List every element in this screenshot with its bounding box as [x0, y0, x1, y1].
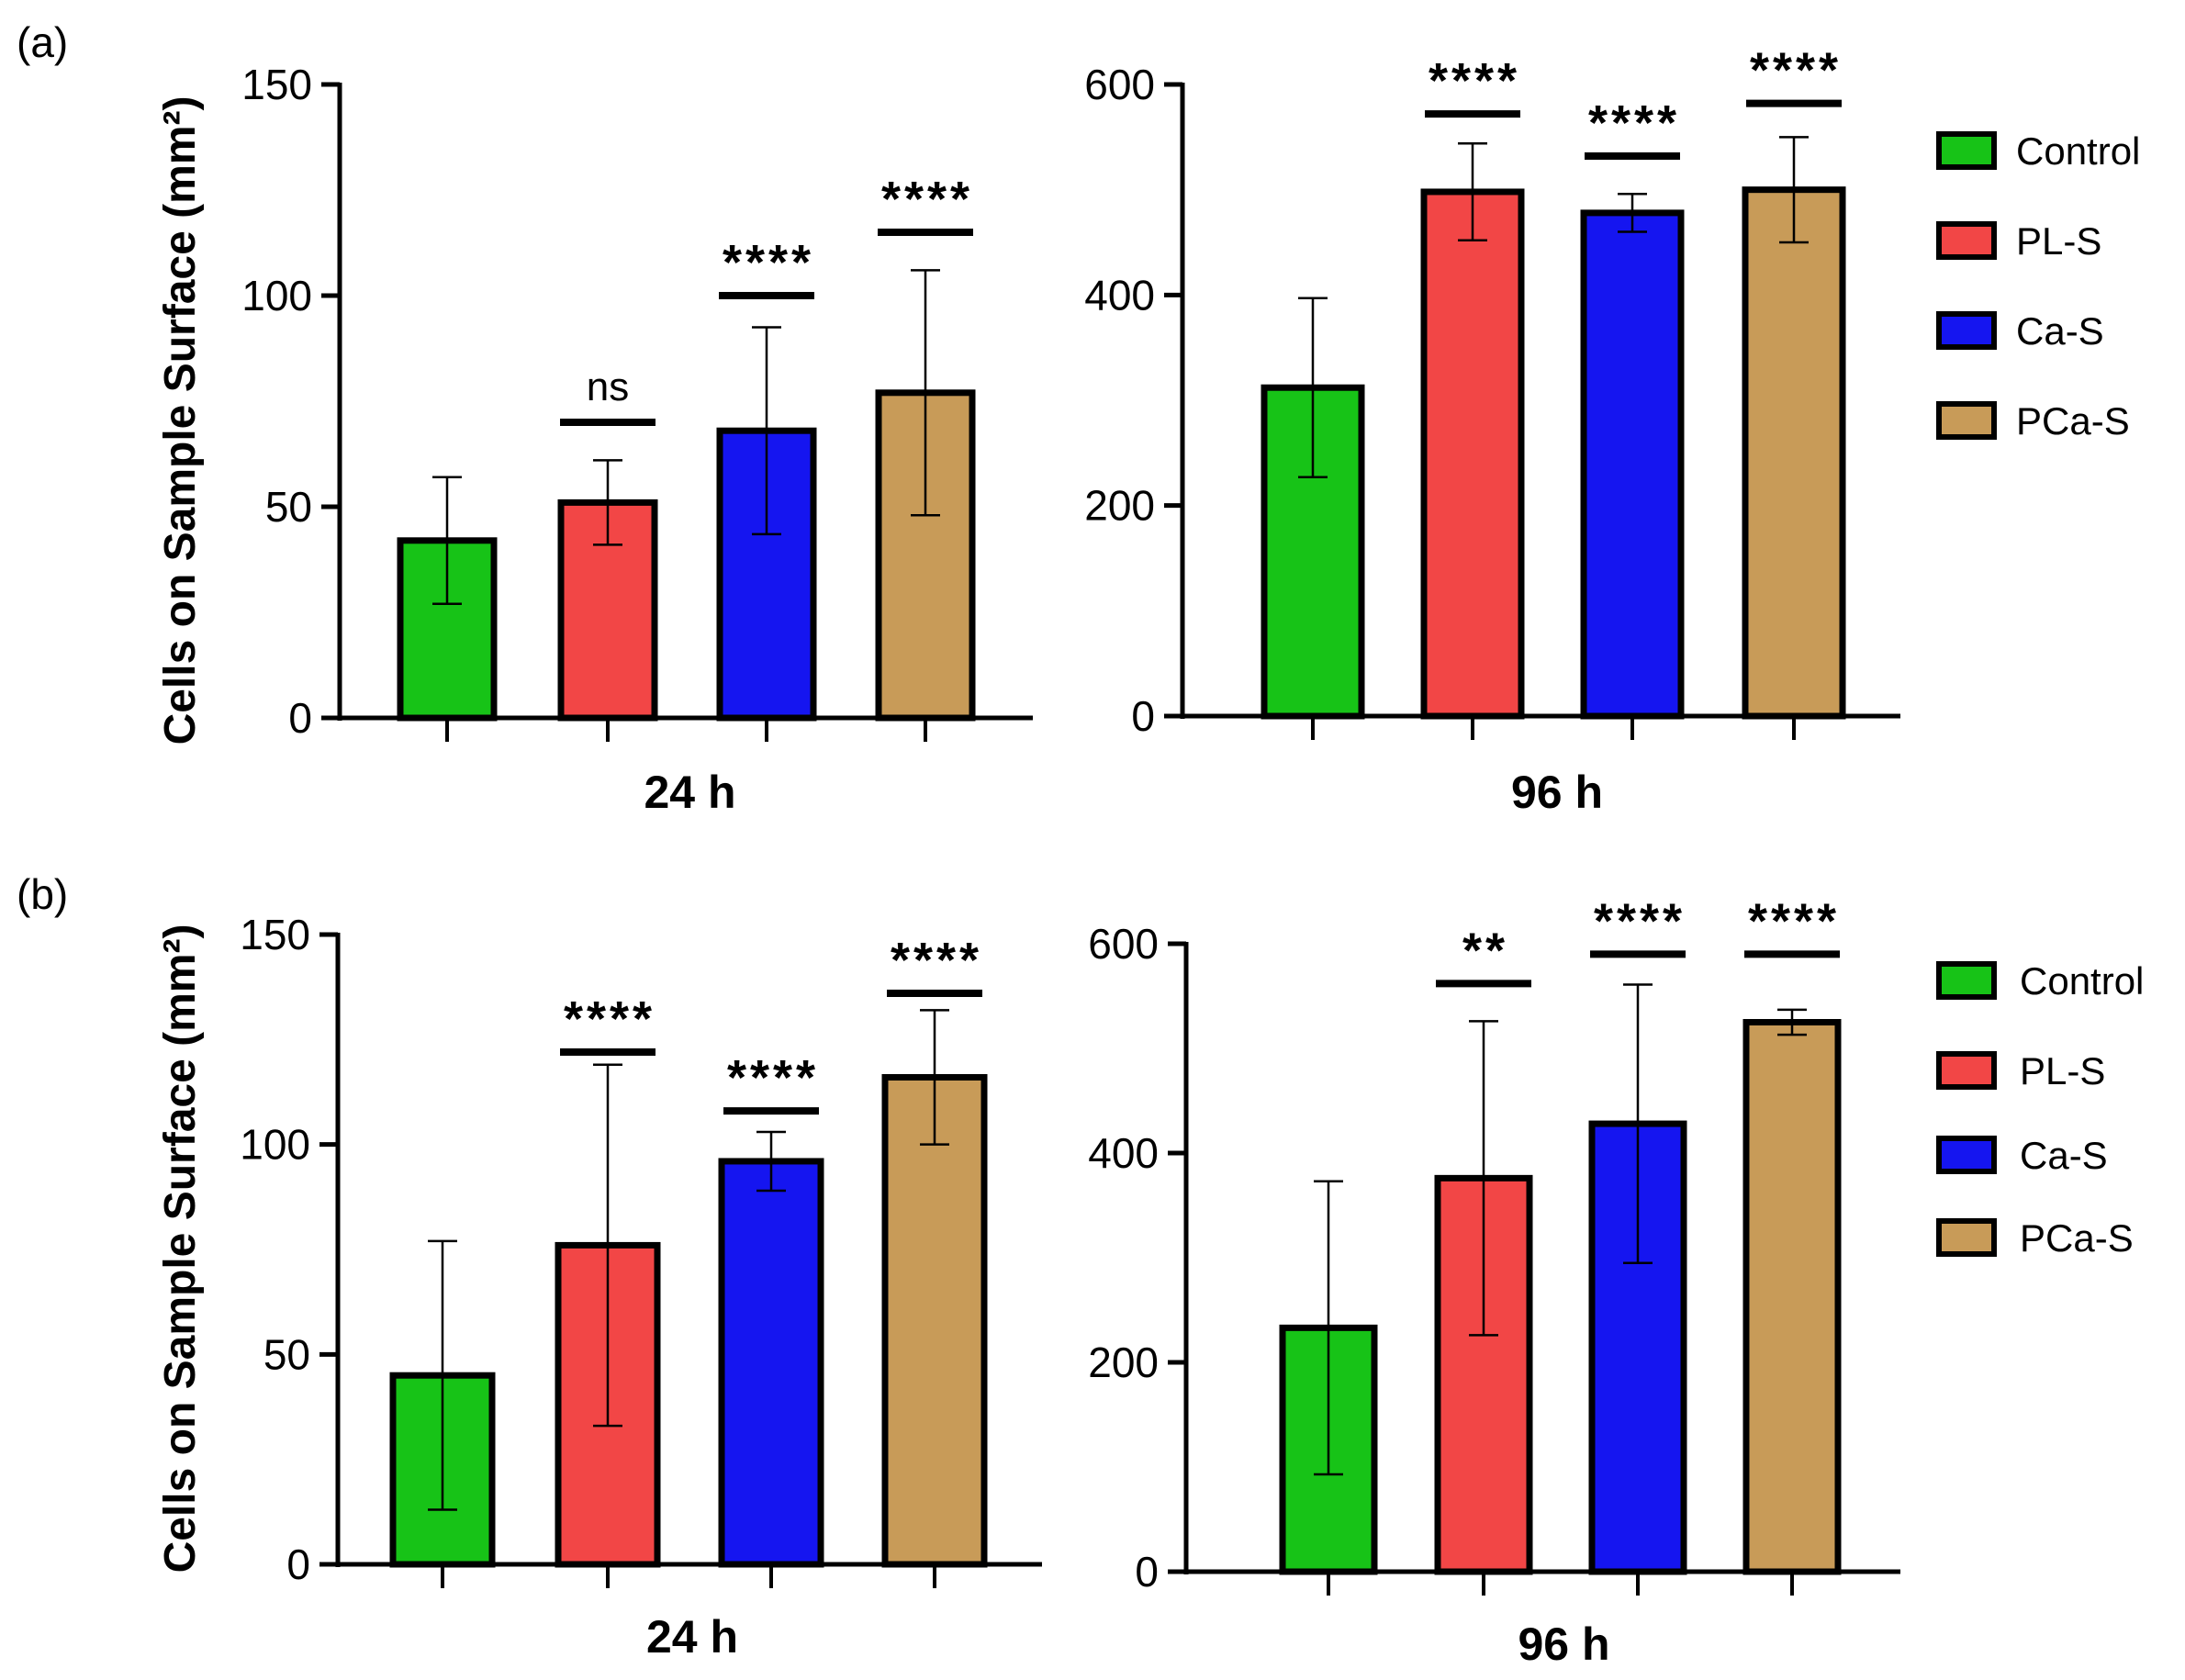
- legend-label-control: Control: [2020, 959, 2144, 1002]
- chart-b-24h: 0 50 100 150 24 h **** **** ****: [240, 911, 1042, 1663]
- legend-swatch-ca-s: [1936, 311, 1997, 350]
- x-axis-title: 24 h: [646, 1611, 738, 1663]
- chart-a-96h: 0 200 400 600 96 h **** **** ****: [1084, 43, 1900, 818]
- bar-pca-s: [881, 1073, 988, 1568]
- significance-label: ns: [587, 364, 629, 409]
- legend-label-pca-s: PCa-S: [2020, 1216, 2134, 1260]
- chart-a-24h: 0 50 100 150 24 h ns **** ****: [241, 61, 1033, 818]
- legend-swatch-pl-s: [1936, 1051, 1997, 1090]
- legend-label-ca-s: Ca-S: [2016, 309, 2104, 353]
- legend-b: Control PL-S Ca-S PCa-S: [1936, 959, 2144, 1260]
- significance-label: ****: [1750, 43, 1842, 98]
- significance-label: ****: [1594, 893, 1686, 948]
- significance-label: ****: [1588, 95, 1680, 151]
- legend-swatch-pca-s: [1936, 1218, 1997, 1257]
- x-axis-title: 96 h: [1511, 767, 1603, 818]
- panel-label-b: (b): [17, 870, 68, 918]
- y-tick-label: 50: [265, 483, 312, 531]
- y-tick-label: 100: [241, 272, 312, 319]
- bar-pca-s: [875, 389, 976, 722]
- y-tick-label: 600: [1084, 61, 1155, 108]
- bar-ca-s: [718, 1158, 824, 1568]
- legend-swatch-control: [1936, 131, 1997, 170]
- significance-label: ****: [564, 991, 656, 1047]
- significance-label: ****: [723, 235, 814, 290]
- legend-label-control: Control: [2016, 129, 2140, 173]
- y-axis-title-a: Cells on Sample Surface (mm²): [156, 96, 205, 745]
- y-axis-title-b: Cells on Sample Surface (mm²): [156, 924, 205, 1574]
- bar-ca-s: [1580, 209, 1685, 720]
- legend-a: Control PL-S Ca-S PCa-S: [1936, 129, 2140, 442]
- y-tick-label: 0: [1135, 1548, 1159, 1596]
- significance-label: ****: [1429, 53, 1520, 108]
- y-tick-label: 400: [1088, 1129, 1159, 1177]
- significance-label: ****: [891, 933, 982, 988]
- y-tick-label: 150: [241, 61, 312, 108]
- significance-label: ****: [881, 172, 973, 227]
- y-tick-label: 200: [1088, 1338, 1159, 1386]
- significance-label: **: [1462, 923, 1508, 978]
- legend-swatch-ca-s: [1936, 1136, 1997, 1174]
- legend-swatch-pl-s: [1936, 221, 1997, 260]
- legend-swatch-pca-s: [1936, 401, 1997, 440]
- y-tick-label: 100: [240, 1121, 310, 1169]
- y-tick-label: 0: [288, 694, 312, 742]
- y-tick-label: 0: [286, 1540, 310, 1588]
- legend-label-ca-s: Ca-S: [2020, 1134, 2108, 1177]
- x-axis-title: 24 h: [644, 767, 735, 818]
- bar-pca-s: [1742, 186, 1846, 720]
- y-tick-label: 50: [263, 1330, 310, 1378]
- bar-pca-s: [1742, 1019, 1842, 1575]
- bar-pl-s: [1420, 188, 1525, 720]
- y-tick-label: 150: [240, 911, 310, 958]
- y-tick-label: 200: [1084, 482, 1155, 530]
- significance-label: ****: [1748, 893, 1840, 948]
- y-tick-label: 400: [1084, 271, 1155, 319]
- x-axis-title: 96 h: [1518, 1618, 1609, 1670]
- panel-label-a: (a): [17, 18, 68, 66]
- legend-label-pl-s: PL-S: [2016, 219, 2101, 263]
- y-tick-label: 0: [1131, 692, 1155, 740]
- significance-label: ****: [727, 1050, 819, 1105]
- legend-swatch-control: [1936, 961, 1997, 1000]
- legend-label-pca-s: PCa-S: [2016, 399, 2130, 442]
- legend-label-pl-s: PL-S: [2020, 1049, 2105, 1092]
- y-tick-label: 600: [1088, 920, 1159, 968]
